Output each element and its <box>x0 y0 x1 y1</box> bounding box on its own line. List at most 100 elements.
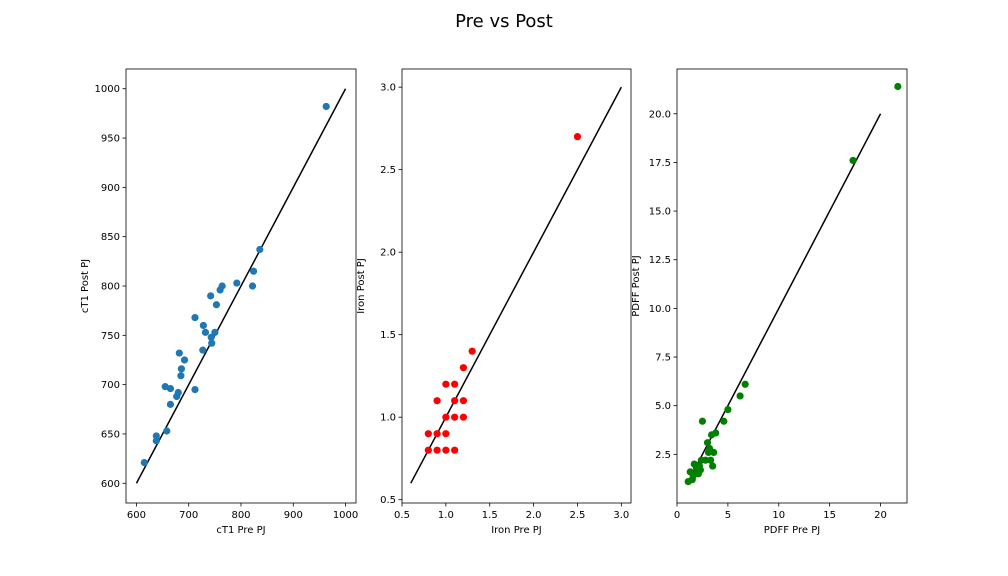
iron-data-point <box>451 380 459 388</box>
ct1-data-point <box>199 346 207 354</box>
pdff-x-tick-label: 15 <box>823 510 836 521</box>
pdff-data-point <box>701 456 710 464</box>
ct1-data-point <box>166 384 175 393</box>
pdff-y-tick-label: 2.5 <box>655 450 671 461</box>
ct1-x-tick-label: 700 <box>179 510 198 521</box>
pdff-y-tick-label: 10.0 <box>649 304 671 315</box>
pdff-data-point <box>724 405 732 414</box>
iron-data-point <box>442 413 450 421</box>
iron-x-axis-label: Iron Pre PJ <box>491 525 542 536</box>
iron-data-point <box>433 397 441 405</box>
iron-y-axis-label: Iron Post PJ <box>356 258 367 314</box>
ct1-data-point <box>174 388 182 397</box>
pdff-data-point <box>710 448 718 456</box>
pdff-data-point <box>849 156 857 165</box>
iron-data-point <box>433 430 441 438</box>
ct1-data-point <box>140 458 148 467</box>
iron-data-point <box>451 413 459 421</box>
ct1-data-point <box>163 427 171 435</box>
iron-data-point <box>442 430 450 438</box>
ct1-x-tick-label: 800 <box>231 510 250 521</box>
iron-data-point <box>442 446 450 454</box>
ct1-x-tick-label: 1000 <box>333 510 358 521</box>
iron-data-point <box>424 430 432 438</box>
ct1-data-point <box>208 339 216 347</box>
ct1-data-point <box>248 282 257 290</box>
ct1-data-point <box>211 328 219 336</box>
iron-x-tick-label: 1.0 <box>438 510 454 521</box>
pdff-x-axis-label: PDFF Pre PJ <box>764 525 820 536</box>
pdff-data-point <box>741 380 749 388</box>
ct1-x-axis-label: cT1 Pre PJ <box>216 525 265 536</box>
iron-scatter-panel: 0.5 1.0 1.5 2.0 2.5 3.0 0.5 1.0 1.5 2.0 2.5 3.0 Iron… <box>356 68 632 536</box>
ct1-x-tick-label: 600 <box>127 510 146 521</box>
ct1-y-axis-label: cT1 Post PJ <box>80 259 91 313</box>
iron-x-tick-label: 3.0 <box>613 510 629 521</box>
ct1-data-point <box>218 282 226 290</box>
pdff-data-point <box>706 456 715 464</box>
pdff-data-point <box>720 417 728 425</box>
ct1-data-point <box>207 292 215 300</box>
iron-y-tick-label: 1.5 <box>380 330 396 341</box>
figure-title: Pre vs Post <box>455 11 553 32</box>
iron-data-point <box>451 446 459 454</box>
iron-y-tick-label: 1.0 <box>380 413 396 424</box>
pdff-data-point <box>894 82 902 91</box>
ct1-data-point <box>175 349 183 357</box>
pdff-y-tick-label: 17.5 <box>649 158 671 169</box>
pdff-data-point <box>709 462 717 470</box>
pdff-plot-frame <box>676 68 908 504</box>
ct1-data-point <box>199 321 207 330</box>
ct1-y-tick-label: 700 <box>101 380 120 391</box>
pdff-identity-line <box>686 113 882 484</box>
iron-y-tick-label: 3.0 <box>380 83 396 94</box>
iron-data-point <box>451 397 459 405</box>
pdff-x-tick-label: 20 <box>874 510 887 521</box>
iron-x-tick-label: 0.5 <box>394 510 410 521</box>
ct1-data-point <box>191 313 199 322</box>
pdff-y-tick-label: 15.0 <box>649 207 671 218</box>
pdff-x-tick-label: 0 <box>674 510 680 521</box>
ct1-data-point <box>233 279 241 287</box>
iron-x-tick-label: 1.5 <box>482 510 498 521</box>
pdff-scatter-panel: 0 5 10 15 20 2.5 5.0 7.5 10.0 12.5 15.0 17.5 20.0 PDF… <box>631 68 908 536</box>
ct1-y-tick-label: 950 <box>101 134 120 145</box>
iron-x-tick-label: 2.5 <box>570 510 586 521</box>
iron-y-tick-label: 2.5 <box>380 165 396 176</box>
ct1-y-tick-label: 750 <box>101 331 120 342</box>
pdff-data-point <box>736 392 744 400</box>
pdff-y-tick-label: 7.5 <box>655 353 671 364</box>
ct1-identity-line <box>135 88 347 484</box>
pdff-x-tick-label: 5 <box>725 510 731 521</box>
pdff-y-tick-label: 5.0 <box>655 401 671 412</box>
ct1-x-tick-label: 900 <box>284 510 303 521</box>
iron-data-point <box>573 133 582 141</box>
iron-data-point <box>459 413 468 421</box>
iron-plot-frame <box>401 68 632 504</box>
pdff-data-point <box>712 429 720 437</box>
pdff-x-tick-label: 10 <box>772 510 785 521</box>
iron-data-point <box>433 446 441 454</box>
ct1-data-point <box>249 267 258 275</box>
iron-data-point <box>424 446 432 454</box>
pdff-y-axis-label: PDFF Post PJ <box>631 255 642 317</box>
pdff-data-point <box>703 439 712 447</box>
iron-data-point <box>442 380 450 388</box>
ct1-data-point <box>207 333 215 341</box>
ct1-y-tick-label: 900 <box>101 183 120 194</box>
iron-x-tick-label: 2.0 <box>526 510 542 521</box>
ct1-y-tick-label: 650 <box>101 429 120 440</box>
ct1-y-tick-label: 800 <box>101 282 120 293</box>
pdff-data-point <box>696 466 705 474</box>
ct1-data-point <box>212 301 221 309</box>
ct1-data-point <box>166 400 175 408</box>
iron-y-tick-label: 0.5 <box>380 495 396 506</box>
ct1-data-point <box>152 437 160 445</box>
ct1-scatter-panel: 600 700 800 900 1000 600 650 700 750 800 850 900 950… <box>80 68 358 536</box>
ct1-data-point <box>177 372 185 380</box>
ct1-data-point <box>191 385 199 394</box>
iron-data-point <box>459 397 468 405</box>
ct1-y-tick-label: 600 <box>101 479 120 490</box>
